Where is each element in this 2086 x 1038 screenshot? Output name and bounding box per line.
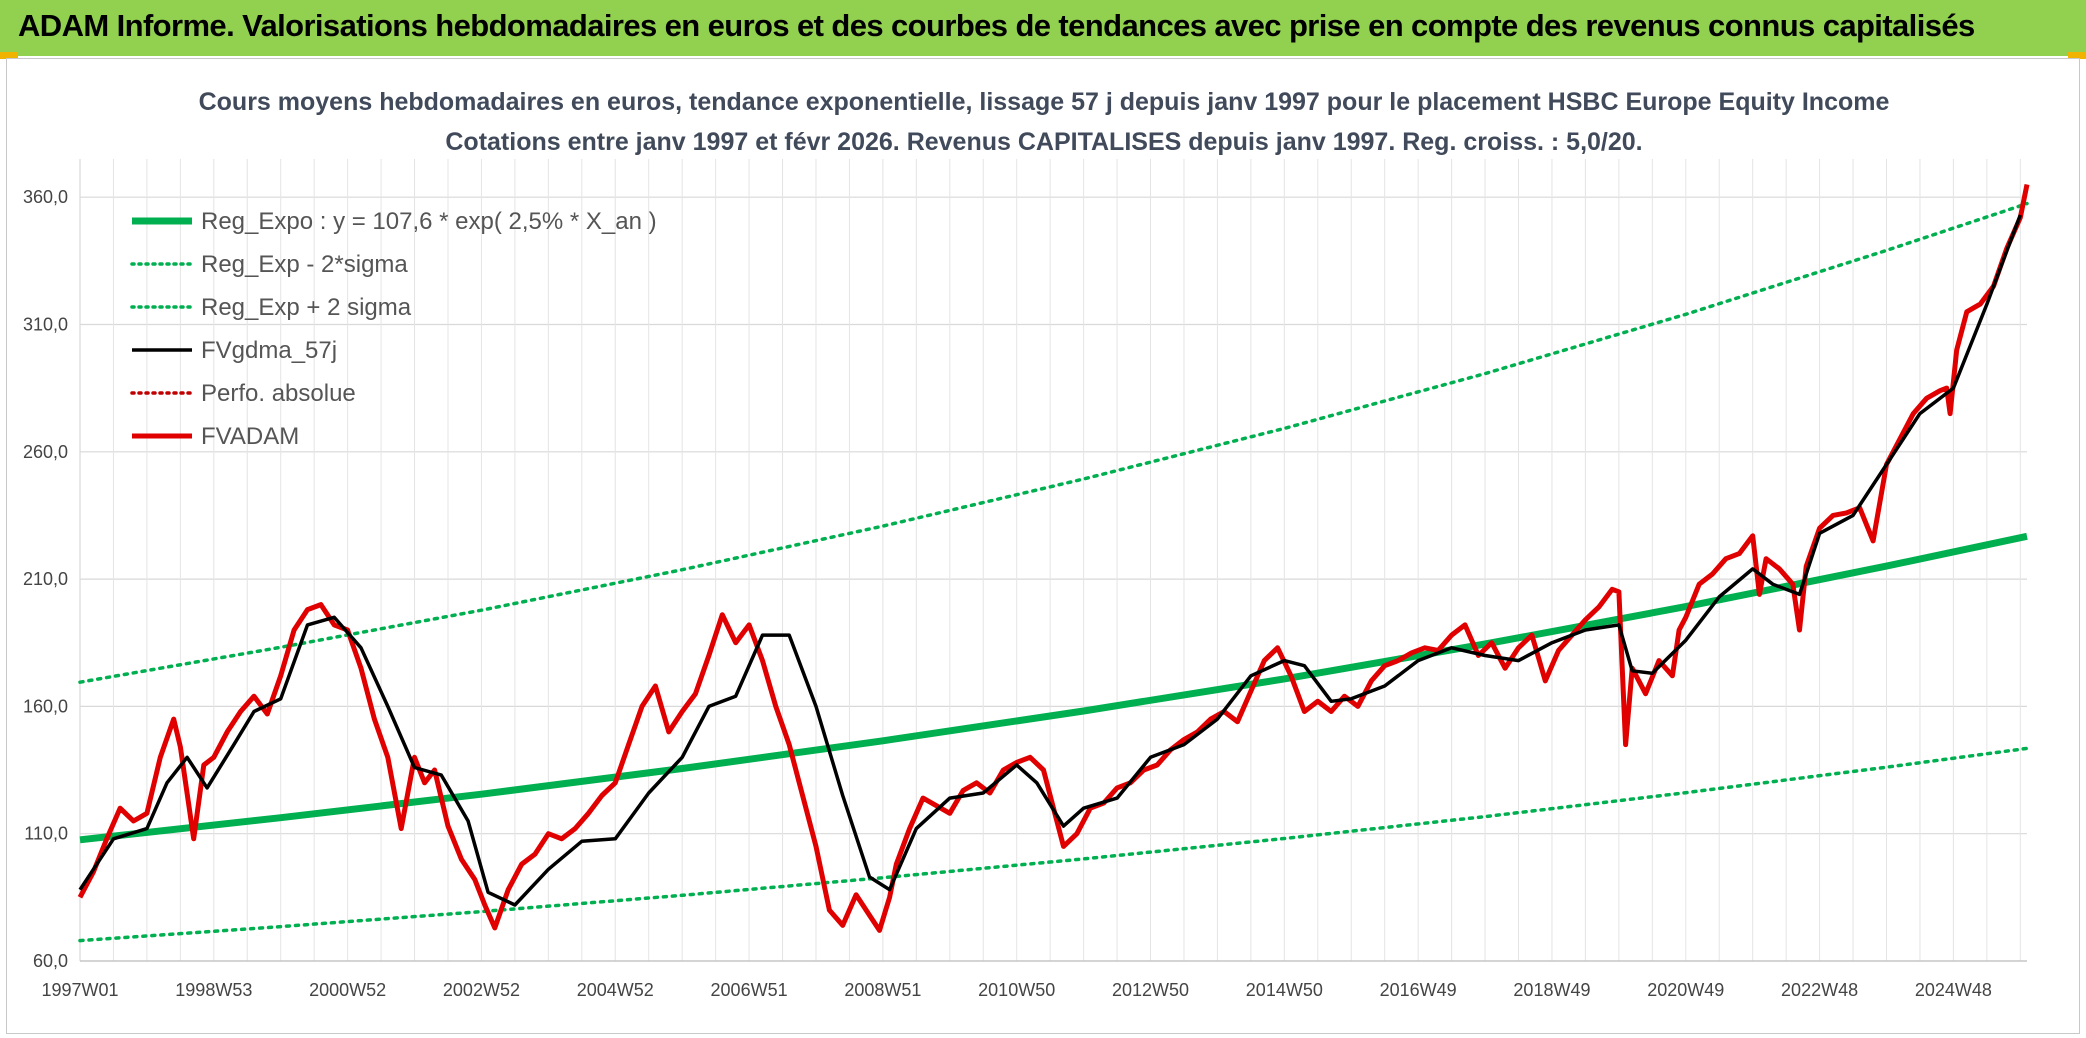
chart-canvas: Cours moyens hebdomadaires en euros, ten…: [23, 88, 2030, 1000]
x-tick-label: 1997W01: [41, 980, 118, 1000]
x-tick-label: 2000W52: [309, 980, 386, 1000]
y-tick-label: 110,0: [24, 824, 68, 844]
legend-label: Perfo. absolue: [201, 380, 356, 407]
y-axis: 60,0 110,0 160,0 210,0 260,0 310,0 360,0: [23, 159, 81, 971]
legend-label: Reg_Exp - 2*sigma: [201, 251, 408, 278]
x-tick-label: 2022W48: [1781, 980, 1858, 1000]
corner-mark-left: [0, 52, 18, 59]
legend-label: FVgdma_57j: [201, 337, 337, 364]
legend-label: Reg_Exp + 2 sigma: [201, 294, 412, 321]
series-line: [78, 201, 2029, 684]
corner-mark-right: [2068, 52, 2086, 59]
x-axis: 1997W01 1998W53 2000W52 2002W52 2004W52 2006W…: [41, 960, 2027, 1000]
y-tick-label: 310,0: [23, 314, 68, 334]
x-tick-label: 2006W51: [711, 980, 788, 1000]
report-title: ADAM Informe. Valorisations hebdomadaire…: [18, 8, 1975, 43]
chart-subtitle: Cotations entre janv 1997 et févr 2026. …: [445, 128, 1642, 156]
x-tick-label: 2016W49: [1380, 980, 1457, 1000]
y-tick-label: 160,0: [23, 696, 68, 716]
chart-grid: [80, 159, 2027, 962]
series-group: [77, 184, 2030, 943]
series-line: [77, 184, 2030, 933]
x-tick-label: 2012W50: [1112, 980, 1189, 1000]
series-line: [79, 532, 2028, 844]
x-tick-label: 2018W49: [1513, 980, 1590, 1000]
chart-area: Cours moyens hebdomadaires en euros, ten…: [6, 58, 2080, 1034]
y-tick-label: 260,0: [23, 442, 68, 462]
legend-label: FVADAM: [201, 423, 299, 450]
x-tick-label: 2004W52: [577, 980, 654, 1000]
x-tick-label: 2020W49: [1647, 980, 1724, 1000]
chart-title: Cours moyens hebdomadaires en euros, ten…: [199, 88, 1890, 116]
y-tick-label: 210,0: [23, 569, 68, 589]
series-line: [78, 746, 2029, 943]
x-tick-label: 2024W48: [1915, 980, 1992, 1000]
x-tick-label: 2002W52: [443, 980, 520, 1000]
legend-label: Reg_Expo : y = 107,6 * exp( 2,5% * X_an …: [201, 208, 657, 235]
y-tick-label: 60,0: [33, 951, 68, 971]
x-tick-label: 2010W50: [978, 980, 1055, 1000]
series-line: [78, 214, 2022, 907]
x-tick-label: 1998W53: [175, 980, 252, 1000]
x-tick-label: 2008W51: [844, 980, 921, 1000]
y-tick-label: 360,0: [23, 187, 68, 207]
legend: Reg_Expo : y = 107,6 * exp( 2,5% * X_an …: [130, 208, 657, 450]
x-tick-label: 2014W50: [1246, 980, 1323, 1000]
report-banner: ADAM Informe. Valorisations hebdomadaire…: [0, 0, 2086, 56]
